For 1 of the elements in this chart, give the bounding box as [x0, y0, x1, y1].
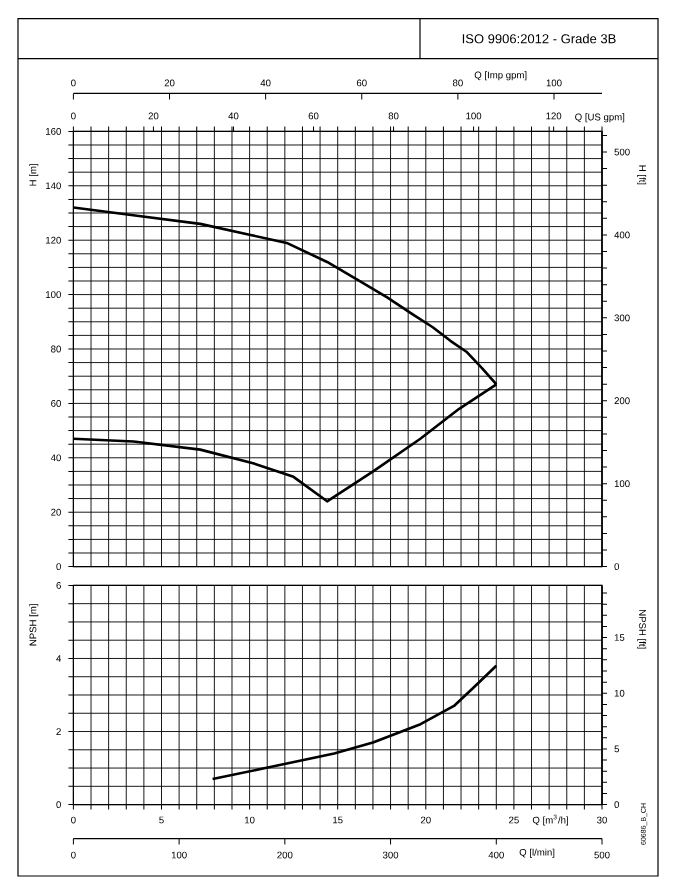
line-series — [211, 664, 498, 781]
